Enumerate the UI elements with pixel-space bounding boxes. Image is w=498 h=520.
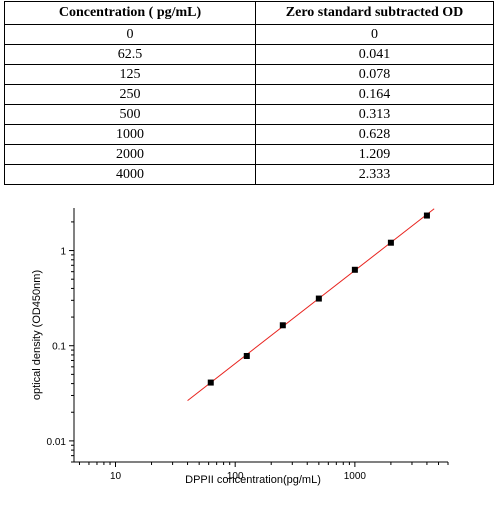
table-row: 250 0.164 <box>4 84 494 105</box>
data-point <box>423 212 430 219</box>
table-row: 62.5 0.041 <box>4 44 494 65</box>
concentration-cell: 125 <box>4 64 256 85</box>
data-point <box>315 295 322 302</box>
concentration-cell: 62.5 <box>4 44 256 65</box>
data-point <box>279 322 286 329</box>
concentration-cell: 250 <box>4 84 256 105</box>
table-row: 125 0.078 <box>4 64 494 85</box>
od-cell: 0.164 <box>255 84 494 105</box>
concentration-cell: 500 <box>4 104 256 125</box>
concentration-cell: 1000 <box>4 124 256 145</box>
x-tick-label: 100 <box>227 471 244 482</box>
standard-curve-table: Concentration ( pg/mL) Zero standard sub… <box>4 1 494 185</box>
data-point <box>207 379 214 386</box>
od-cell: 0.041 <box>255 44 494 65</box>
table-row: 0 0 <box>4 24 494 45</box>
table-row: 1000 0.628 <box>4 124 494 145</box>
table-header-row: Concentration ( pg/mL) Zero standard sub… <box>4 1 494 25</box>
od-cell: 2.333 <box>255 164 494 185</box>
y-tick-label: 0.1 <box>52 342 66 353</box>
od-cell: 0.313 <box>255 104 494 125</box>
table-row: 4000 2.333 <box>4 164 494 185</box>
y-tick-label: 0.01 <box>47 437 67 448</box>
x-tick-label: 1000 <box>344 471 367 482</box>
concentration-cell: 0 <box>4 24 256 45</box>
y-axis-title: optical density (OD450nm) <box>31 270 43 400</box>
od-cell: 0.078 <box>255 64 494 85</box>
standard-curve-chart: 10 100 1000 0.01 0.1 1 DPPII concentration(pg… <box>31 208 449 486</box>
od-cell: 0 <box>255 24 494 45</box>
data-point <box>351 266 358 273</box>
concentration-cell: 2000 <box>4 144 256 165</box>
data-point <box>243 352 250 359</box>
plot-frame <box>73 208 448 463</box>
fit-line <box>187 208 435 402</box>
x-tick-label: 10 <box>110 471 122 482</box>
data-points <box>207 212 430 386</box>
axis-ticks: 10 100 1000 0.01 0.1 1 <box>47 221 449 482</box>
x-axis-title: DPPII concentration(pg/mL) <box>185 474 321 486</box>
table-row: 2000 1.209 <box>4 144 494 165</box>
table-row: 500 0.313 <box>4 104 494 125</box>
od-cell: 1.209 <box>255 144 494 165</box>
column-header-concentration: Concentration ( pg/mL) <box>4 1 256 25</box>
od-cell: 0.628 <box>255 124 494 145</box>
data-point <box>387 239 394 246</box>
column-header-od: Zero standard subtracted OD <box>255 1 494 25</box>
y-tick-label: 1 <box>60 247 66 258</box>
concentration-cell: 4000 <box>4 164 256 185</box>
